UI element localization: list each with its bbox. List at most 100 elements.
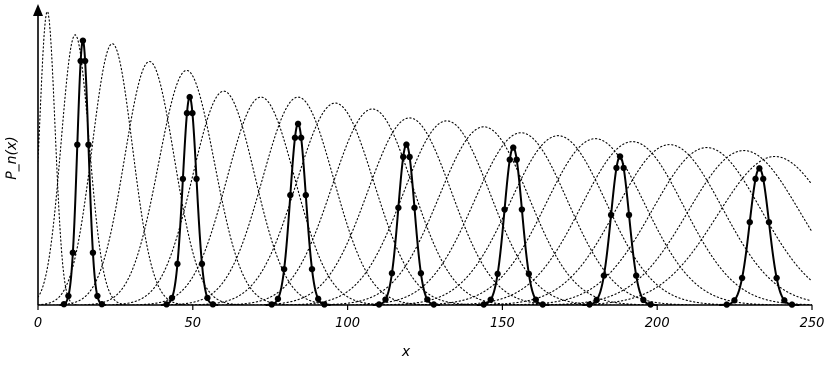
curve-point-0-8	[89, 249, 97, 256]
curve-point-0-6	[81, 57, 89, 65]
highlighted-peak-0	[58, 37, 107, 308]
highlighted-peak-5	[581, 153, 659, 308]
curve-point-3-8	[417, 270, 425, 277]
curve-point-2-4	[291, 134, 299, 141]
curve-point-2-5	[294, 120, 302, 128]
curve-point-2-9	[314, 295, 322, 303]
curve-point-4-3	[501, 206, 508, 213]
curve-point-5-1	[593, 296, 600, 304]
highlighted-peak-3	[372, 141, 441, 308]
curve-point-3-7	[411, 204, 418, 211]
dotted-curve-13	[325, 132, 717, 306]
curve-point-5-7	[625, 211, 633, 219]
curve-point-1-6	[189, 109, 196, 117]
dotted-curve-3	[44, 60, 255, 306]
axes	[33, 4, 812, 306]
dotted-curve-14	[356, 135, 760, 306]
dotted-curve-17	[447, 144, 812, 306]
curve-point-0-9	[94, 292, 101, 300]
x-tick-label-1: 50	[185, 316, 202, 331]
curve-point-0-5	[79, 37, 87, 44]
curve-point-2-8	[308, 265, 316, 273]
curve-point-0-2	[69, 249, 77, 256]
dotted-curve-7	[147, 96, 448, 306]
curve-point-1-7	[193, 175, 200, 183]
curve-point-2-6	[297, 134, 305, 141]
dotted-curve-18	[478, 147, 812, 306]
highlighted-peak-2	[265, 120, 332, 308]
curve-point-5-6	[620, 164, 627, 172]
curve-point-0-7	[85, 141, 92, 148]
background-curves	[37, 11, 813, 306]
highlighted-curves	[58, 37, 800, 308]
x-tick-label-0: 0	[34, 316, 42, 331]
curve-point-0-0	[60, 300, 68, 308]
dotted-curve-5	[93, 90, 355, 306]
dotted-curve-9	[202, 108, 542, 306]
curve-point-3-5	[403, 141, 410, 148]
dotted-curve-1	[37, 34, 134, 306]
highlighted-peak-1	[160, 93, 219, 308]
curve-point-2-2	[280, 265, 288, 273]
dotted-curve-4	[69, 69, 305, 306]
solid-curve-1	[160, 96, 219, 306]
y-axis-title: P_n(x)	[4, 136, 20, 180]
curve-point-1-5	[186, 93, 193, 101]
x-tick-label-3: 150	[490, 316, 515, 331]
dotted-curve-11	[264, 120, 630, 306]
solid-curve-6	[718, 167, 800, 306]
x-tick-label-2: 100	[335, 316, 360, 331]
highlighted-peak-4	[476, 144, 550, 308]
curve-point-5-5	[616, 153, 624, 160]
curve-point-0-3	[74, 141, 81, 148]
curve-point-6-2	[738, 274, 746, 282]
dotted-curve-2	[37, 43, 198, 306]
curve-point-2-1	[274, 295, 282, 303]
highlighted-peak-6	[718, 165, 800, 308]
curve-point-3-6	[406, 153, 413, 161]
curve-point-6-3	[746, 218, 753, 226]
y-axis-arrow	[33, 4, 43, 16]
x-tick-label-4: 200	[645, 316, 670, 331]
dotted-curve-15	[386, 138, 804, 306]
curve-point-6-6	[760, 175, 767, 183]
curve-point-5-3	[607, 211, 615, 219]
curve-point-6-1	[731, 297, 738, 304]
curve-point-6-7	[765, 218, 773, 226]
curve-point-6-5	[756, 165, 763, 172]
dotted-curve-8	[172, 102, 498, 306]
curve-point-4-8	[525, 270, 533, 278]
curve-point-4-7	[518, 206, 526, 213]
curve-point-0-4	[77, 57, 84, 65]
curve-point-1-3	[179, 175, 187, 183]
curve-point-5-9	[640, 296, 647, 304]
curve-point-5-4	[613, 164, 620, 172]
solid-curve-2	[265, 122, 332, 306]
curve-point-5-2	[600, 272, 608, 279]
curve-point-1-4	[183, 109, 191, 117]
curve-point-2-3	[287, 191, 294, 199]
dotted-curve-12	[294, 126, 673, 306]
solid-curve-4	[476, 146, 550, 306]
curve-point-4-5	[510, 144, 517, 151]
curve-point-0-1	[65, 292, 72, 300]
solid-curve-0	[58, 39, 107, 306]
curve-point-4-1	[487, 296, 494, 303]
x-tick-label-5: 250	[800, 316, 825, 331]
curve-point-3-9	[424, 296, 431, 303]
curve-point-3-3	[395, 204, 402, 211]
curve-point-6-9	[781, 297, 788, 304]
curve-point-3-1	[382, 296, 389, 303]
curve-point-1-1	[168, 294, 176, 302]
curve-point-1-2	[174, 260, 181, 268]
curve-point-4-9	[532, 296, 539, 303]
curve-point-5-8	[633, 272, 640, 279]
curve-point-0-10	[98, 300, 106, 308]
curve-point-4-2	[494, 270, 501, 278]
curve-point-3-4	[400, 153, 407, 161]
x-ticks: 0 50 100 150 200 250	[34, 305, 825, 331]
curve-point-4-4	[506, 156, 513, 163]
curve-point-4-6	[513, 156, 520, 163]
x-axis-title: x	[401, 344, 411, 360]
